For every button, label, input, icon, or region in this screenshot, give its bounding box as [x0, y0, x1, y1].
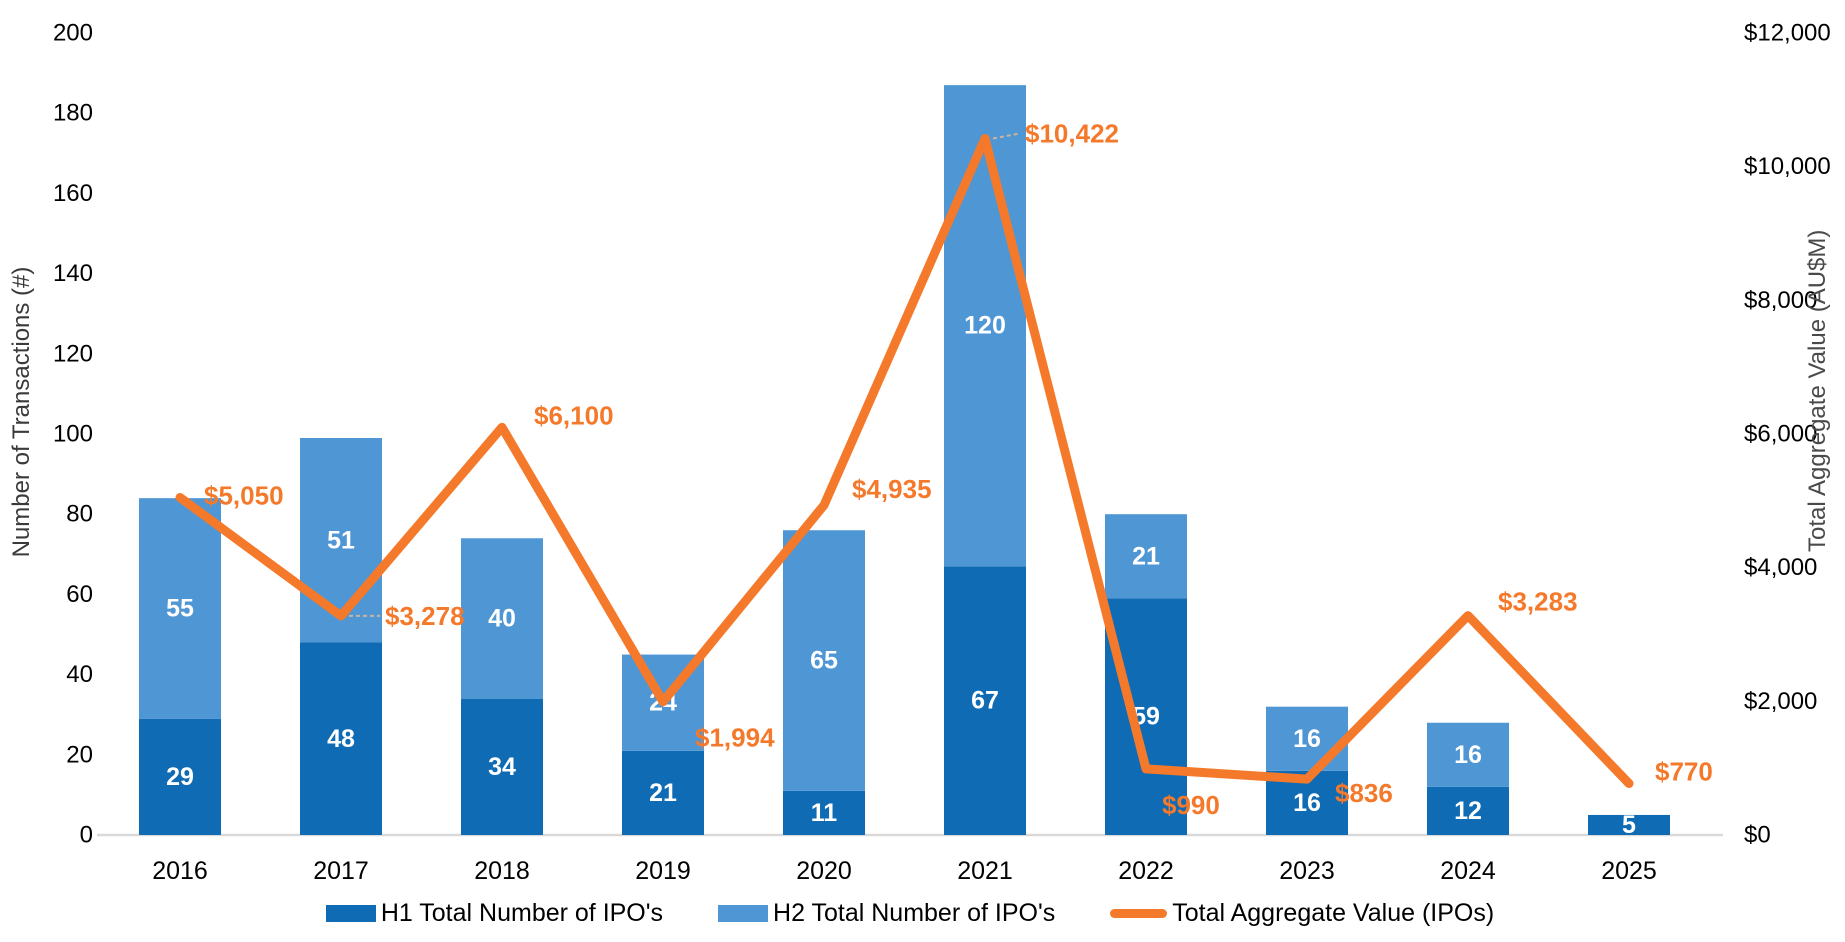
line-value-label: $5,050	[204, 480, 284, 510]
year-tick-label: 2025	[1601, 857, 1657, 885]
bar-segment-h2	[783, 530, 865, 791]
left-tick-label: 200	[53, 20, 93, 47]
bar-segment-h2	[944, 85, 1026, 567]
bar-segment-h1	[1427, 786, 1509, 835]
year-tick-label: 2022	[1118, 857, 1174, 885]
left-axis-title: Number of Transactions (#)	[8, 266, 35, 558]
bar-label-h1: 5	[1622, 811, 1636, 839]
line-value-label: $4,935	[852, 474, 932, 504]
bar-segment-h1	[139, 718, 221, 835]
right-tick-label: $2,000	[1744, 688, 1817, 715]
year-tick-label: 2016	[152, 857, 208, 885]
left-tick-label: 60	[66, 581, 93, 608]
bar-label-h2: 16	[1293, 725, 1321, 753]
left-tick-label: 120	[53, 340, 93, 367]
bar-label-h2: 55	[166, 594, 194, 622]
bar-label-h1: 67	[971, 687, 999, 715]
line-value-label: $6,100	[534, 400, 614, 430]
right-tick-label: $6,000	[1744, 421, 1817, 448]
bar-label-h1: 16	[1293, 789, 1321, 817]
right-tick-label: $0	[1744, 822, 1771, 849]
bar-label-h1: 21	[649, 779, 677, 807]
bar-segment-h2	[1427, 722, 1509, 787]
left-tick-label: 0	[80, 822, 93, 849]
line-value-label: $1,994	[695, 723, 775, 753]
year-tick-label: 2020	[796, 857, 852, 885]
line-value-label: $3,278	[385, 601, 465, 631]
bar-label-h2: 40	[488, 604, 516, 632]
left-tick-label: 180	[53, 100, 93, 127]
bar-segment-h1	[1105, 598, 1187, 835]
legend-item-h1: H1 Total Number of IPO's	[325, 898, 664, 928]
line-value-label: $770	[1655, 757, 1713, 787]
bar-segment-h2	[1266, 706, 1348, 771]
right-tick-label: $4,000	[1744, 554, 1817, 581]
legend: H1 Total Number of IPO's H2 Total Number…	[100, 893, 1720, 933]
bar-segment-h2	[300, 438, 382, 643]
line-value-label: $990	[1162, 790, 1220, 820]
legend-label-line: Total Aggregate Value (IPOs)	[1172, 898, 1495, 927]
year-tick-label: 2017	[313, 857, 369, 885]
right-tick-label: $8,000	[1744, 287, 1817, 314]
bar-segment-h1	[622, 750, 704, 835]
line-value-label: $836	[1335, 778, 1393, 808]
legend-label-h1: H1 Total Number of IPO's	[380, 898, 664, 927]
bar-label-h1: 12	[1454, 797, 1482, 825]
year-tick-label: 2019	[635, 857, 691, 885]
bar-label-h2: 16	[1454, 741, 1482, 769]
bar-label-h2: 120	[964, 312, 1006, 340]
bar-segment-h2	[139, 498, 221, 719]
h2-bar-swatch-icon	[718, 904, 769, 922]
left-tick-label: 140	[53, 260, 93, 287]
legend-item-h2: H2 Total Number of IPO's	[718, 899, 1055, 928]
year-tick-label: 2024	[1440, 857, 1496, 885]
line-swatch-icon	[1110, 908, 1168, 918]
left-tick-label: 80	[66, 501, 93, 528]
bar-label-h2: 21	[1132, 542, 1160, 570]
right-tick-label: $10,000	[1744, 153, 1831, 180]
legend-label-h2: H2 Total Number of IPO's	[773, 898, 1056, 927]
bar-label-h1: 48	[327, 725, 355, 753]
left-tick-label: 100	[53, 421, 93, 448]
bar-label-h1: 34	[488, 753, 516, 781]
legend-item-line: Total Aggregate Value (IPOs)	[1110, 899, 1494, 928]
line-value-label: $3,283	[1498, 587, 1578, 617]
label-leader-line	[992, 132, 1021, 140]
left-tick-label: 160	[53, 180, 93, 207]
bar-segment-h2	[1105, 514, 1187, 599]
bar-segment-h1	[944, 566, 1026, 835]
right-tick-label: $12,000	[1744, 20, 1831, 47]
h1-bar-swatch-icon	[325, 904, 376, 922]
bar-segment-h2	[461, 538, 543, 699]
bar-label-h1: 29	[166, 763, 194, 791]
left-tick-label: 20	[66, 741, 93, 768]
year-tick-label: 2021	[957, 857, 1013, 885]
left-tick-label: 40	[66, 661, 93, 688]
year-tick-label: 2023	[1279, 857, 1335, 885]
bar-label-h2: 65	[810, 647, 838, 675]
bar-segment-h1	[461, 698, 543, 835]
bar-label-h1: 11	[811, 799, 838, 827]
bar-segment-h1	[300, 642, 382, 835]
bar-label-h2: 51	[327, 526, 355, 554]
aggregate-value-line	[175, 133, 1634, 789]
year-tick-label: 2018	[474, 857, 530, 885]
bar-segment-h1	[783, 790, 865, 835]
bar-segment-h1	[1588, 814, 1670, 835]
right-axis-title: Total Aggregate Value (AU$M)	[1804, 229, 1831, 552]
line-value-label: $10,422	[1025, 118, 1119, 148]
